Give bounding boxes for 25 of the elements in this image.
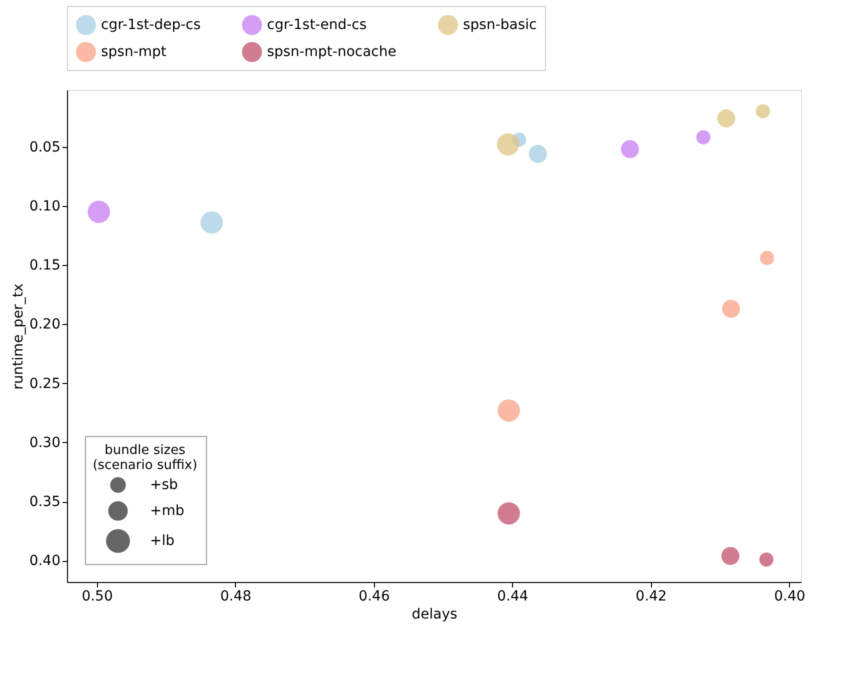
x-tick-label: 0.50 bbox=[82, 588, 113, 604]
legend-label: spsn-mpt-nocache bbox=[267, 44, 396, 60]
x-tick-label: 0.40 bbox=[774, 588, 806, 604]
legend-label: +lb bbox=[150, 533, 175, 549]
legend-label: +mb bbox=[150, 503, 184, 519]
y-tick-label: 0.15 bbox=[29, 258, 60, 274]
legend-label: cgr-1st-end-cs bbox=[267, 17, 367, 33]
x-tick-label: 0.46 bbox=[358, 588, 390, 604]
x-tick-label: 0.44 bbox=[497, 588, 528, 604]
legend-label: spsn-mpt bbox=[101, 44, 167, 60]
x-tick-label: 0.42 bbox=[636, 588, 667, 604]
legend-label: +sb bbox=[150, 477, 178, 493]
legend-label: spsn-basic bbox=[463, 17, 537, 33]
y-tick-label: 0.40 bbox=[29, 553, 60, 570]
y-axis-title: runtime_per_tx bbox=[10, 283, 26, 390]
x-tick-label: 0.48 bbox=[220, 588, 252, 604]
y-tick-label: 0.30 bbox=[29, 434, 60, 451]
y-tick-label: 0.25 bbox=[29, 376, 60, 392]
y-tick-label: 0.35 bbox=[29, 494, 60, 510]
x-axis-title: delays bbox=[412, 606, 458, 622]
y-tick-label: 0.10 bbox=[29, 198, 60, 214]
y-tick-label: 0.20 bbox=[29, 316, 60, 333]
y-tick-label: 0.05 bbox=[29, 139, 60, 156]
legend-label: cgr-1st-dep-cs bbox=[101, 17, 201, 33]
legend-title: bundle sizes (scenario suffix) bbox=[92, 443, 198, 473]
